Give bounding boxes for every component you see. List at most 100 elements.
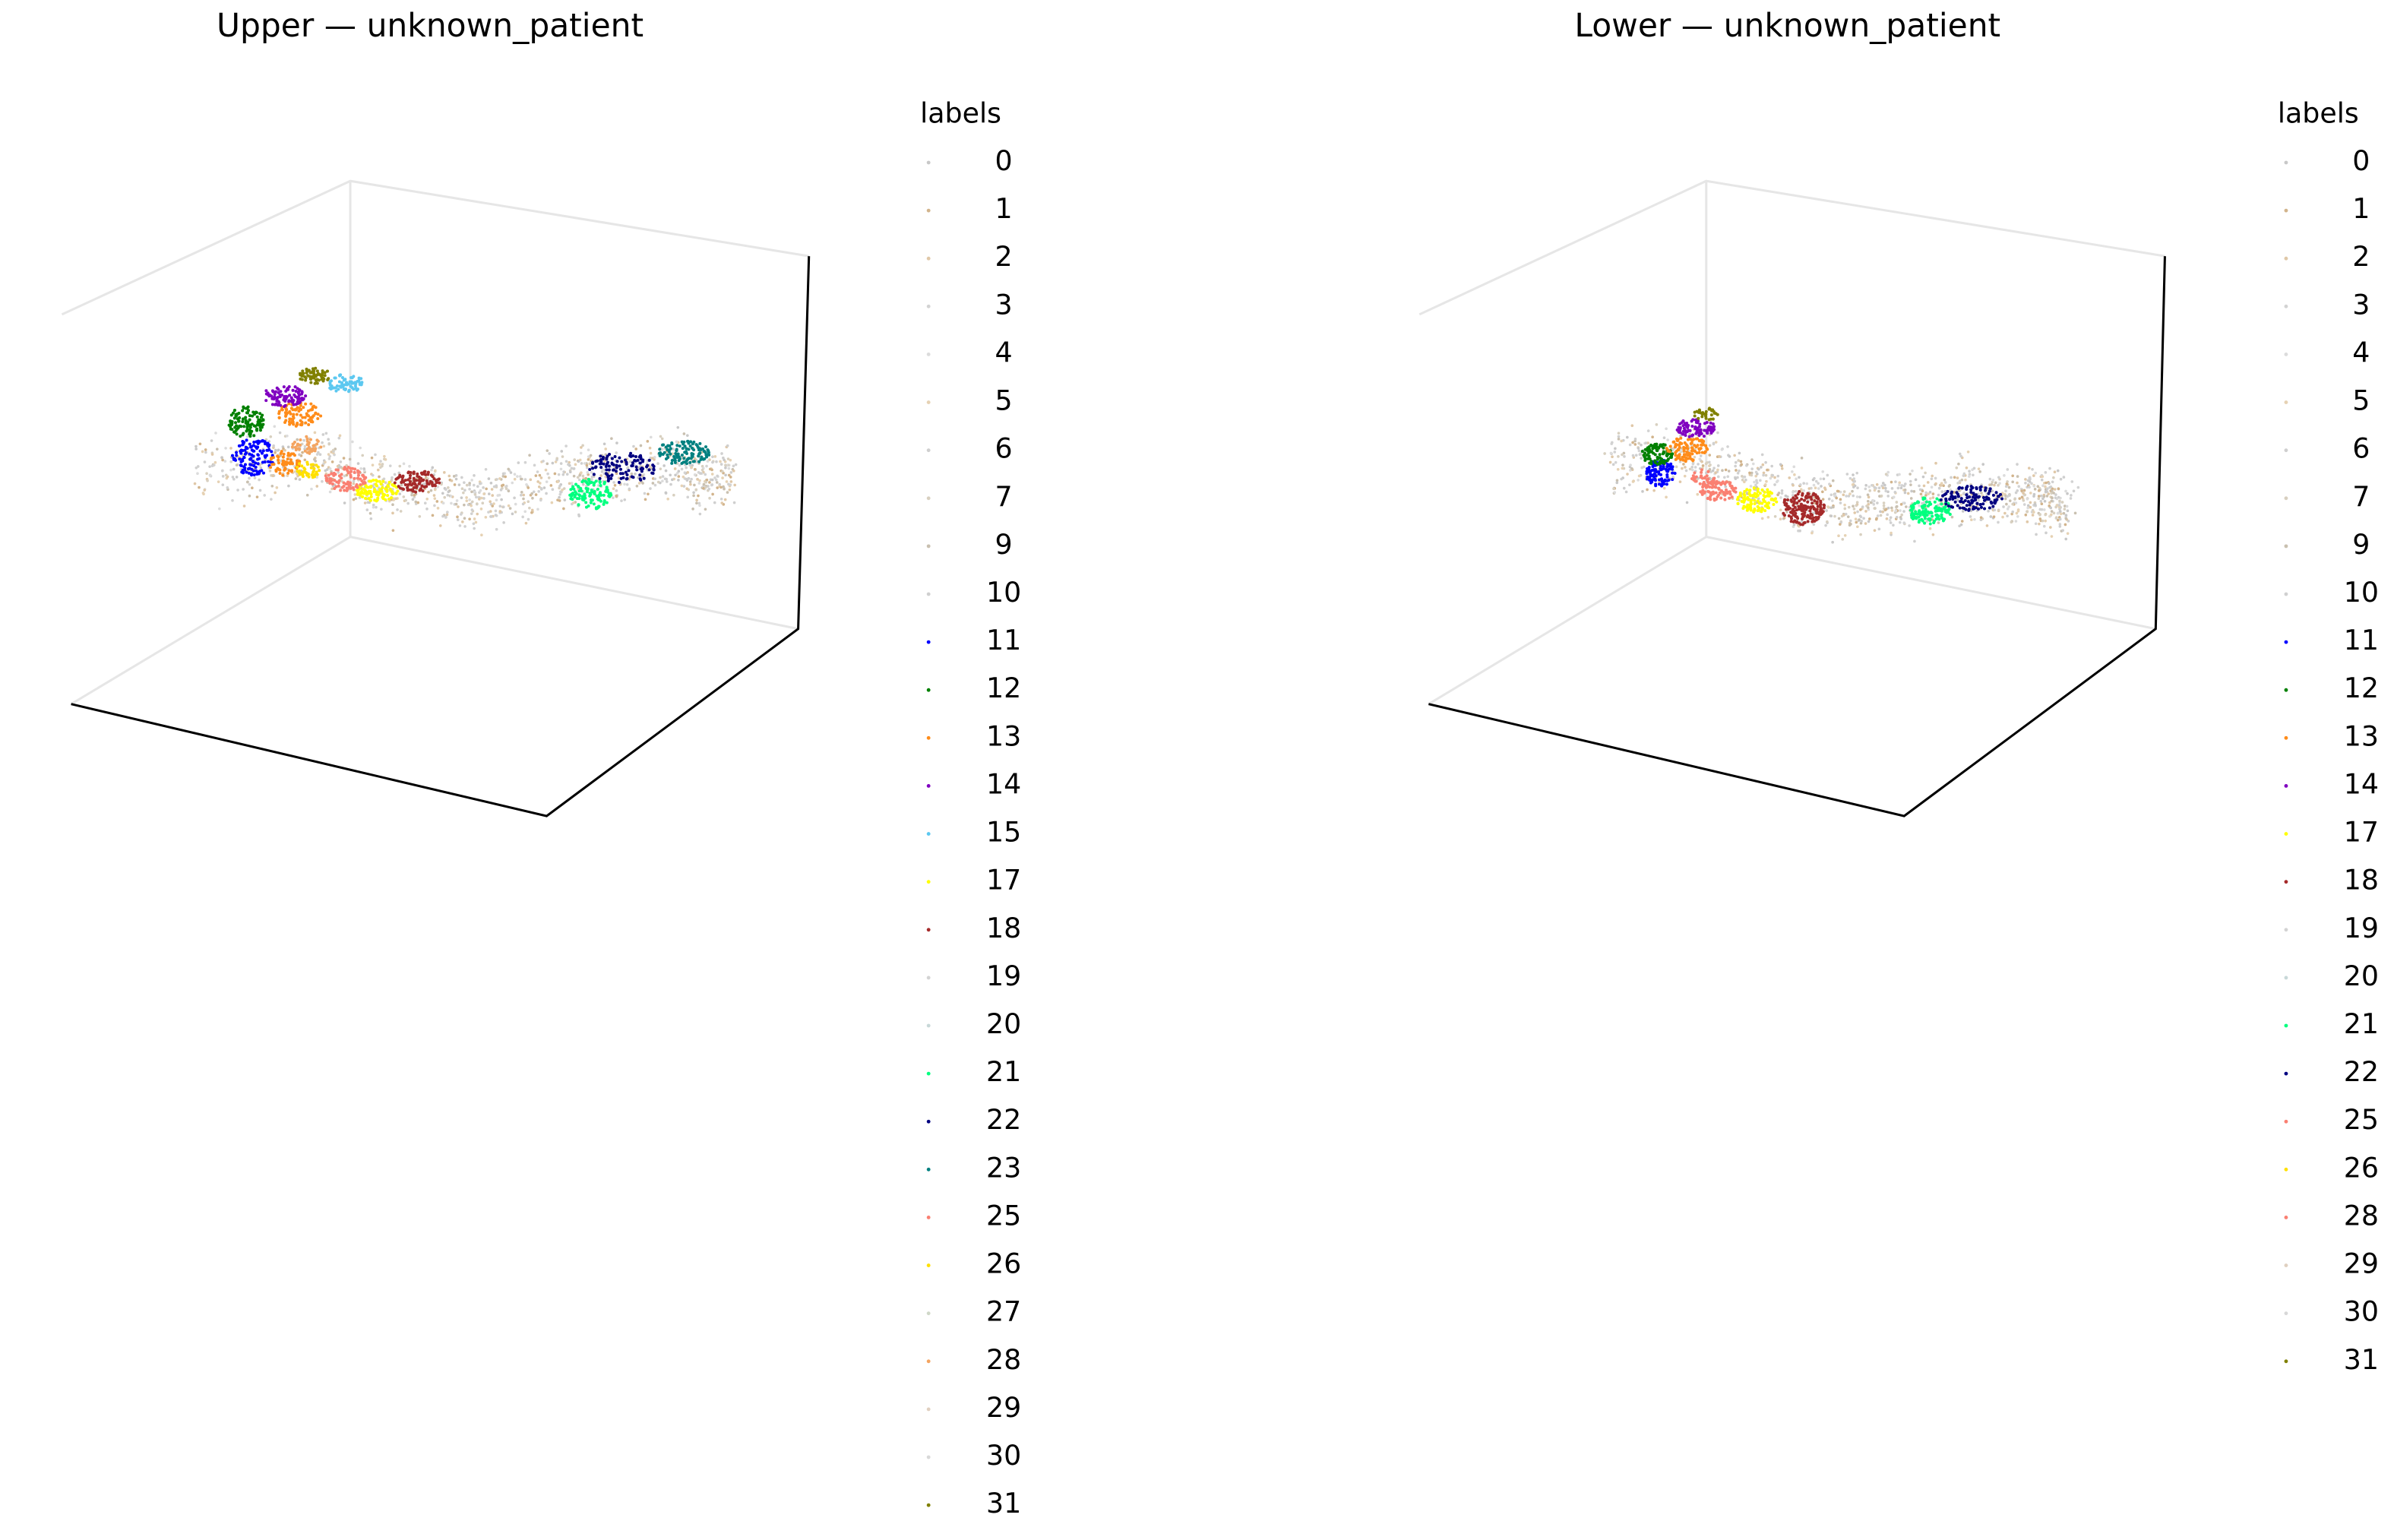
point bbox=[572, 466, 576, 470]
point bbox=[2032, 495, 2035, 498]
point bbox=[587, 455, 590, 458]
point bbox=[255, 427, 259, 431]
point bbox=[2000, 497, 2004, 501]
point bbox=[1714, 471, 1717, 475]
point bbox=[1829, 493, 1833, 497]
point bbox=[1662, 436, 1666, 440]
point bbox=[1665, 427, 1668, 431]
point bbox=[1833, 514, 1836, 518]
point bbox=[220, 456, 223, 460]
point bbox=[1993, 483, 1996, 487]
point bbox=[2051, 489, 2054, 492]
point bbox=[1899, 509, 1902, 512]
axis-line bbox=[1428, 256, 2166, 817]
point bbox=[1928, 522, 1932, 526]
point bbox=[300, 375, 304, 378]
point bbox=[264, 389, 268, 393]
point bbox=[299, 471, 302, 475]
legend-marker bbox=[926, 592, 931, 596]
legend-label: 17 bbox=[986, 864, 1021, 896]
point bbox=[423, 470, 427, 473]
point bbox=[1665, 465, 1669, 469]
point bbox=[1871, 499, 1875, 503]
point bbox=[726, 457, 730, 460]
point bbox=[1714, 498, 1718, 501]
point bbox=[583, 479, 587, 483]
point bbox=[1780, 492, 1784, 495]
point bbox=[1864, 510, 1867, 513]
point bbox=[1613, 491, 1617, 494]
point bbox=[1763, 509, 1767, 513]
point bbox=[1746, 503, 1750, 507]
point bbox=[626, 466, 630, 469]
point bbox=[270, 403, 274, 406]
point bbox=[2063, 508, 2067, 511]
point bbox=[1794, 494, 1798, 498]
point bbox=[2040, 478, 2044, 482]
point bbox=[1940, 502, 1943, 506]
point bbox=[318, 453, 322, 457]
point bbox=[402, 462, 406, 466]
point bbox=[287, 400, 291, 403]
legend-marker bbox=[926, 1119, 931, 1124]
point bbox=[1649, 481, 1652, 485]
point bbox=[1646, 457, 1650, 460]
point bbox=[1942, 484, 1945, 488]
point bbox=[2017, 485, 2021, 489]
point bbox=[605, 456, 609, 460]
point bbox=[242, 468, 246, 472]
point bbox=[411, 498, 415, 501]
point bbox=[641, 458, 645, 462]
point bbox=[664, 469, 668, 473]
point bbox=[729, 458, 732, 462]
point bbox=[346, 465, 350, 469]
legend-title: labels bbox=[2278, 96, 2359, 129]
point bbox=[1694, 449, 1697, 453]
point bbox=[1888, 518, 1892, 522]
point bbox=[561, 489, 564, 492]
point bbox=[620, 460, 624, 463]
point bbox=[251, 410, 255, 414]
point bbox=[302, 438, 305, 442]
point bbox=[294, 408, 298, 412]
point bbox=[696, 478, 699, 481]
point bbox=[1978, 470, 1981, 473]
legend-marker bbox=[926, 160, 931, 165]
point bbox=[1858, 495, 1861, 498]
point bbox=[1745, 463, 1748, 467]
point bbox=[338, 474, 342, 478]
point bbox=[320, 378, 324, 381]
point bbox=[1826, 473, 1829, 477]
point bbox=[538, 473, 542, 477]
point bbox=[384, 458, 387, 461]
point bbox=[713, 501, 716, 504]
legend-label: 9 bbox=[2352, 528, 2370, 561]
point bbox=[602, 493, 606, 497]
point bbox=[1674, 442, 1678, 446]
point bbox=[697, 460, 701, 463]
point bbox=[327, 453, 330, 456]
pane-edge bbox=[1706, 536, 2156, 631]
point bbox=[250, 448, 254, 452]
point bbox=[492, 502, 495, 505]
point bbox=[1663, 479, 1667, 482]
point bbox=[1959, 497, 1963, 501]
point bbox=[643, 492, 647, 495]
point bbox=[479, 489, 482, 492]
point bbox=[1666, 457, 1670, 461]
point bbox=[1932, 521, 1936, 525]
point bbox=[582, 498, 586, 502]
point bbox=[1805, 482, 1809, 485]
point bbox=[513, 473, 517, 476]
point bbox=[2018, 497, 2022, 500]
point bbox=[293, 445, 297, 449]
point bbox=[1796, 517, 1800, 520]
point bbox=[296, 400, 299, 403]
point bbox=[1760, 507, 1764, 511]
point bbox=[284, 419, 288, 422]
point bbox=[438, 524, 442, 527]
point bbox=[615, 466, 618, 470]
point bbox=[2044, 513, 2047, 517]
legend-label: 25 bbox=[2344, 1103, 2379, 1136]
point bbox=[2057, 487, 2060, 491]
